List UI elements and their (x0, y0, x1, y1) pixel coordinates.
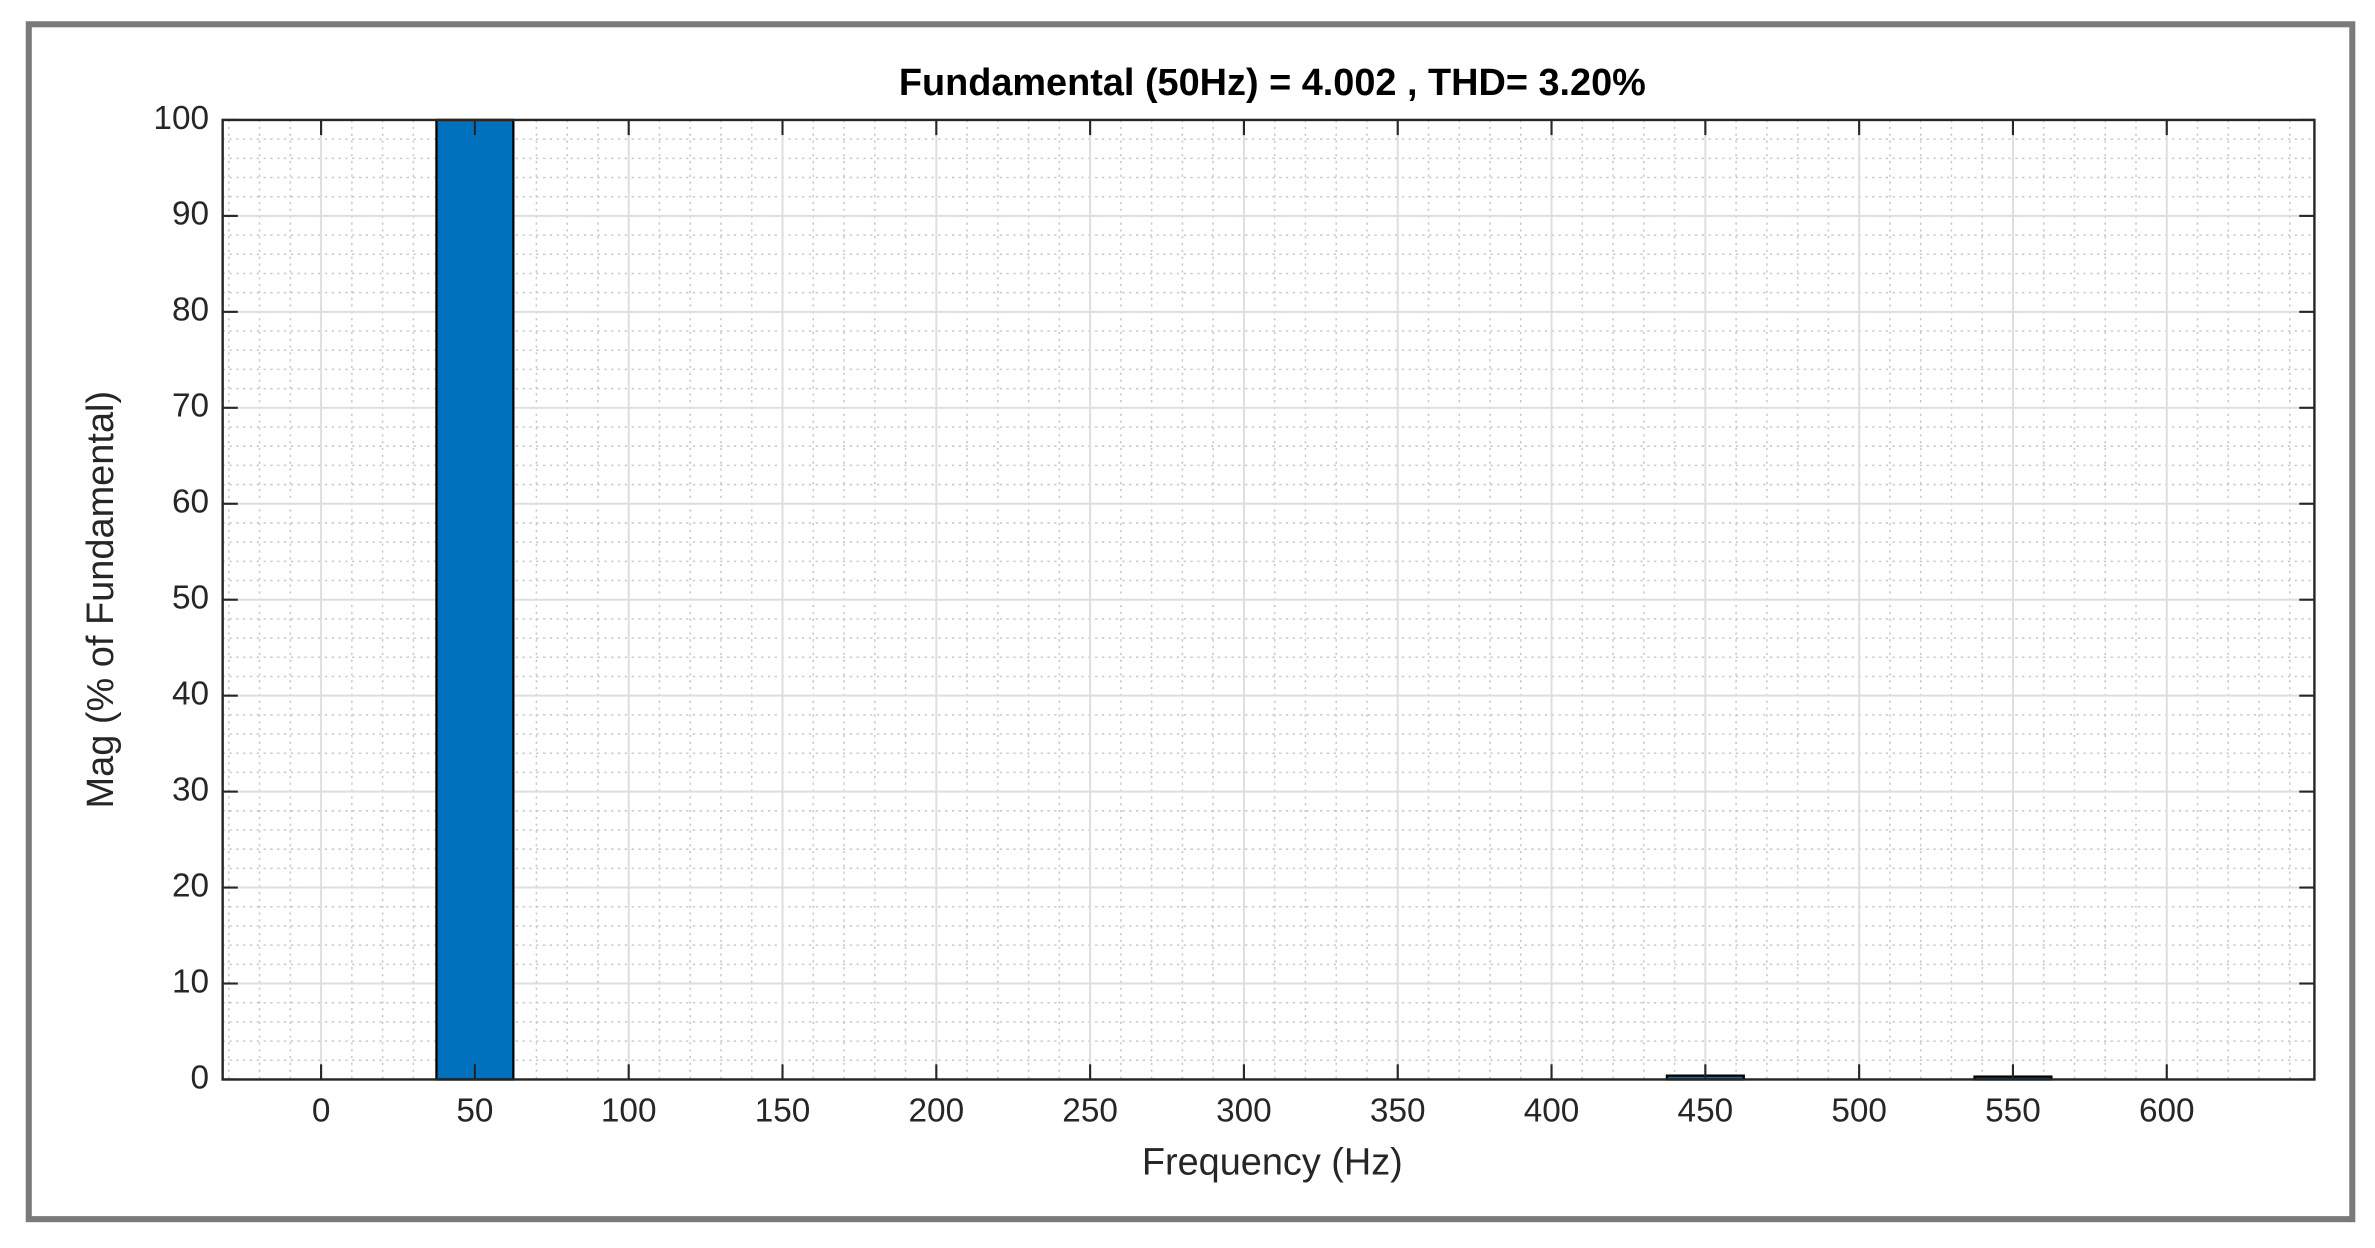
marks (435, 118, 2053, 1081)
y-tick-label: 20 (172, 867, 209, 904)
x-tick-label: 250 (1062, 1093, 1118, 1130)
x-tick-label: 150 (755, 1093, 811, 1130)
bar (435, 118, 515, 1081)
x-tick-label: 100 (601, 1093, 657, 1130)
x-tick-label: 50 (456, 1093, 493, 1130)
y-tick-label: 50 (172, 579, 209, 616)
x-axis-label: Frequency (Hz) (1142, 1141, 1403, 1183)
x-tick-label: 200 (909, 1093, 965, 1130)
x-tick-label: 400 (1524, 1093, 1580, 1130)
y-tick-label: 90 (172, 196, 209, 233)
x-tick-label: 450 (1678, 1093, 1734, 1130)
y-tick-label: 0 (190, 1059, 209, 1096)
x-tick-label: 0 (312, 1093, 331, 1130)
x-tick-label: 350 (1370, 1093, 1426, 1130)
x-tick-label: 500 (1831, 1093, 1887, 1130)
x-tick-label: 600 (2139, 1093, 2195, 1130)
y-tick-label: 40 (172, 675, 209, 712)
y-tick-label: 60 (172, 484, 209, 521)
chart-title: Fundamental (50Hz) = 4.002 , THD= 3.20% (899, 62, 1646, 104)
x-tick-label: 550 (1985, 1093, 2041, 1130)
y-tick-label: 30 (172, 771, 209, 808)
y-tick-label: 70 (172, 388, 209, 425)
y-tick-label: 10 (172, 963, 209, 1000)
y-tick-label: 80 (172, 292, 209, 329)
x-tick-label: 300 (1216, 1093, 1272, 1130)
y-axis-label: Mag (% of Fundamental) (80, 391, 122, 809)
y-tick-label: 100 (153, 100, 209, 137)
